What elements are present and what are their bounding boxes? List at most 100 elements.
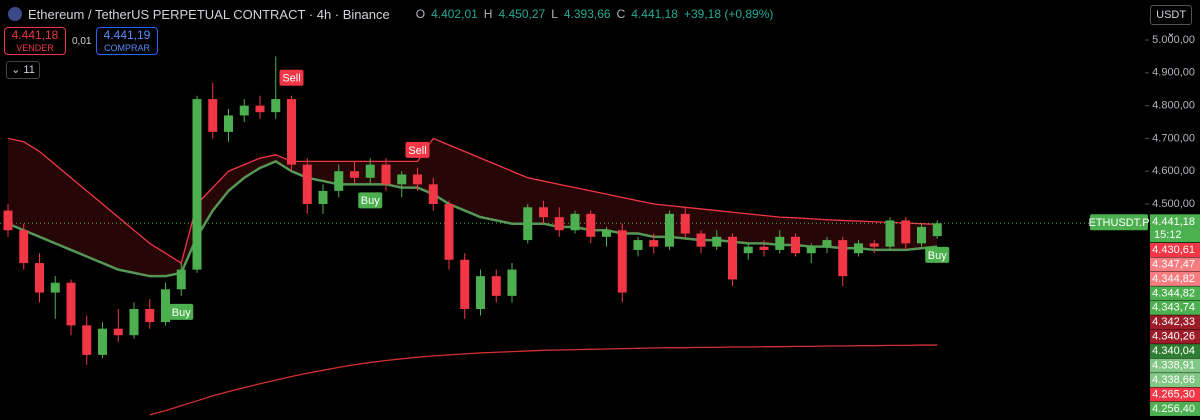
indicator-line (149, 344, 938, 416)
price-label: 4.338,66 (1152, 374, 1195, 386)
candle-body (523, 207, 533, 241)
candle-body (302, 164, 312, 205)
price-label-bg (1150, 243, 1200, 257)
candle-body (129, 308, 139, 336)
price-label-bg (1150, 358, 1200, 373)
candle-body (491, 276, 501, 296)
candle-body (838, 240, 848, 277)
y-tick-label: 4.600,00 (1152, 165, 1195, 177)
symbol-tag-bg (1090, 214, 1148, 231)
ohlc-key: L (551, 7, 558, 21)
candle-body (539, 207, 548, 218)
symbol-logo (8, 7, 22, 21)
price-label-bg (1150, 257, 1200, 272)
signal-label: Sell (282, 73, 300, 85)
signal-label: Sell (408, 145, 426, 157)
change: +39,18 (+0,89%) (683, 7, 774, 21)
ohlc-value: 4.450,27 (498, 7, 546, 21)
price-label-bg (1150, 286, 1200, 301)
price-label: 4.344,82 (1152, 287, 1195, 299)
candle-body (696, 233, 706, 247)
price-label: 4.342,33 (1152, 316, 1195, 328)
price-label: 4.340,04 (1152, 345, 1195, 357)
candle-body (712, 236, 722, 247)
quantity[interactable]: 0,01 (72, 36, 92, 47)
header: Ethereum / TetherUS PERPETUAL CONTRACT ·… (8, 4, 773, 24)
candle-body (822, 240, 832, 247)
candle-body (239, 105, 249, 116)
candle-body (176, 269, 186, 290)
candle-body (19, 230, 29, 264)
ohlc-value: 4.402,01 (431, 7, 478, 21)
price-label: 4.256,40 (1152, 403, 1195, 415)
candle-body (932, 223, 942, 237)
y-tick-label: 4.500,00 (1152, 198, 1195, 210)
candle-body (633, 240, 643, 250)
y-tick-label: 4.800,00 (1152, 100, 1195, 112)
sell-price: 4.441,18 (11, 28, 59, 42)
candle-body (365, 164, 375, 178)
candle-body (791, 236, 800, 254)
symbol-title[interactable]: Ethereum / TetherUS PERPETUAL CONTRACT ·… (28, 6, 390, 22)
price-label: 4.340,26 (1152, 331, 1195, 343)
ohlc-key: O (415, 7, 426, 21)
candle-body (192, 99, 202, 270)
candle-body (428, 184, 438, 205)
signal-badge (279, 69, 304, 86)
price-label: 4.347,47 (1152, 258, 1195, 270)
candle-body (444, 204, 454, 260)
candle-body (570, 213, 580, 231)
ohlc-key: C (616, 7, 626, 21)
price-label: 4.343,74 (1152, 302, 1195, 314)
symbol-tag: ETHUSDT.P (1088, 217, 1149, 229)
candle-body (82, 325, 92, 355)
currency-select[interactable]: USDT ⌄ (1150, 5, 1192, 39)
indicators-toggle[interactable]: ⌄ 11 (6, 61, 40, 79)
price-label: 4.430,61 (1152, 244, 1195, 256)
price-label-bg (1150, 387, 1200, 402)
ohlc-key: H (483, 7, 493, 21)
candle-body (287, 99, 296, 165)
price-label-bg (1150, 401, 1200, 416)
candle-body (806, 246, 816, 254)
candle-body (208, 99, 218, 132)
price-label: 4.265,30 (1152, 388, 1195, 400)
candle-body (35, 263, 44, 293)
candle-body (224, 115, 233, 132)
candle-body (161, 289, 170, 323)
sell-button[interactable]: 4.441,18 VENDER (4, 27, 66, 55)
candle-body (602, 230, 611, 237)
last-price-bg (1150, 214, 1200, 243)
candle-body (649, 240, 659, 247)
currency: USDT (1156, 9, 1186, 21)
candle-body (381, 164, 391, 185)
price-label-bg (1150, 271, 1200, 286)
candle-body (554, 217, 564, 231)
candle-body (665, 213, 674, 247)
candle-body (255, 105, 265, 113)
candle-body (885, 220, 895, 247)
price-label: 4.344,82 (1152, 273, 1195, 285)
candle-body (617, 230, 627, 293)
y-tick-label: 4.700,00 (1152, 132, 1195, 144)
indicator-line (7, 137, 938, 265)
price-label-bg (1150, 373, 1200, 388)
candle-body (98, 328, 107, 355)
candle-body (507, 269, 517, 296)
candle-body (350, 171, 359, 178)
candle-body (460, 259, 470, 309)
candle-body (759, 246, 769, 250)
candle-body (728, 236, 737, 280)
price-label-bg (1150, 300, 1200, 315)
buy-button[interactable]: 4.441,19 COMPRAR (96, 27, 158, 55)
candle-body (775, 236, 785, 250)
candle-body (917, 226, 926, 244)
candle-body (869, 243, 879, 247)
candle-body (66, 282, 76, 326)
candle-body (854, 243, 863, 254)
price-label-bg (1150, 329, 1200, 344)
candle-body (901, 220, 911, 244)
signal-label: Buy (928, 250, 947, 262)
